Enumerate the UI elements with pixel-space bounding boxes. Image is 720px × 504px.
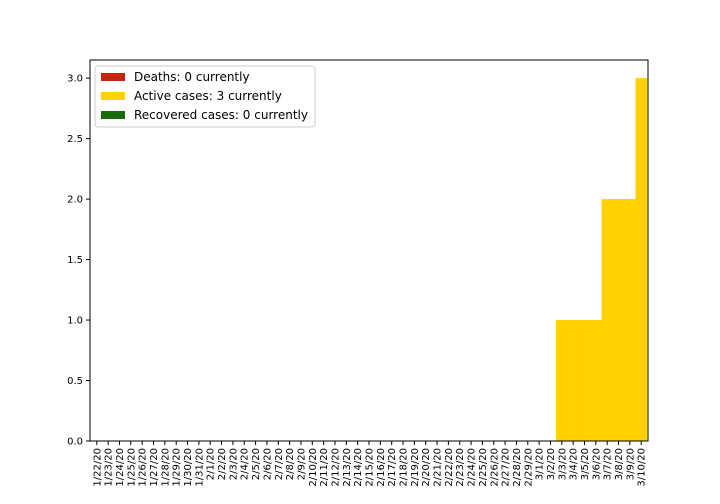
- x-tick-label: 2/13/20: [342, 448, 353, 487]
- x-tick-label: 3/9/20: [625, 448, 636, 480]
- x-tick-label: 2/12/20: [330, 448, 341, 487]
- legend: Deaths: 0 currently Active cases: 3 curre…: [94, 65, 316, 128]
- x-tick-label: 3/10/20: [637, 448, 648, 487]
- x-tick-label: 2/5/20: [251, 448, 262, 480]
- bar-active: [556, 320, 568, 441]
- x-tick-label: 1/24/20: [115, 448, 126, 487]
- x-tick-label: 3/2/20: [546, 448, 557, 480]
- x-tick-label: 1/22/20: [92, 448, 103, 487]
- x-tick-label: 1/23/20: [104, 448, 115, 487]
- x-tick-label: 2/29/20: [523, 448, 534, 487]
- x-tick-label: 2/26/20: [489, 448, 500, 487]
- legend-label: Recovered cases: 0 currently: [134, 108, 308, 122]
- x-tick-label: 2/17/20: [387, 448, 398, 487]
- bar-active: [612, 199, 625, 441]
- x-tick-label: 3/7/20: [603, 448, 614, 480]
- x-tick-label: 1/25/20: [126, 448, 137, 487]
- x-tick-label: 3/8/20: [614, 448, 625, 480]
- y-tick-label: 0.0: [67, 437, 83, 448]
- x-tick-label: 2/3/20: [228, 448, 239, 480]
- x-tick-label: 2/7/20: [274, 448, 285, 480]
- x-tick-label: 2/8/20: [285, 448, 296, 480]
- x-tick-label: 2/6/20: [262, 448, 273, 480]
- y-tick-label: 1.0: [67, 316, 83, 327]
- x-tick-label: 2/21/20: [433, 448, 444, 487]
- x-tick-label: 3/4/20: [569, 448, 580, 480]
- x-tick-label: 2/9/20: [296, 448, 307, 480]
- legend-swatch: [101, 111, 125, 119]
- x-tick-label: 2/15/20: [365, 448, 376, 487]
- x-tick-label: 2/23/20: [455, 448, 466, 487]
- x-tick-label: 2/4/20: [240, 448, 251, 480]
- x-tick-label: 1/26/20: [138, 448, 149, 487]
- legend-swatch: [101, 92, 125, 100]
- legend-label: Deaths: 0 currently: [134, 70, 250, 84]
- x-tick-label: 2/1/20: [206, 448, 217, 480]
- x-tick-label: 1/27/20: [149, 448, 160, 487]
- bars-layer: [556, 78, 648, 441]
- bar-active: [590, 320, 602, 441]
- x-tick-label: 2/14/20: [353, 448, 364, 487]
- y-tick-label: 2.0: [67, 195, 83, 206]
- y-tick-label: 0.5: [67, 376, 83, 387]
- x-tick-label: 2/27/20: [501, 448, 512, 487]
- bar-active: [567, 320, 580, 441]
- y-tick-label: 3.0: [67, 74, 83, 85]
- legend-box: [94, 65, 316, 128]
- bar-active: [578, 320, 591, 441]
- x-tick-label: 1/30/20: [183, 448, 194, 487]
- x-tick-label: 3/5/20: [580, 448, 591, 480]
- legend-label: Active cases: 3 currently: [134, 89, 282, 103]
- x-tick-label: 2/10/20: [308, 448, 319, 487]
- x-tick-label: 2/24/20: [467, 448, 478, 487]
- bar-active: [624, 199, 636, 441]
- y-tick-label: 1.5: [67, 255, 83, 266]
- x-tick-label: 2/19/20: [410, 448, 421, 487]
- x-tick-label: 3/6/20: [591, 448, 602, 480]
- x-tick-label: 2/18/20: [399, 448, 410, 487]
- x-tick-label: 1/28/20: [160, 448, 171, 487]
- x-tick-label: 1/31/20: [194, 448, 205, 487]
- axes-layer: 0.0 0.5 1.0 1.5 2.0 2.5 3.0 1/22/20 1/23/20 1/24/…: [67, 74, 648, 487]
- x-tick-label: 2/16/20: [376, 448, 387, 487]
- bar-active: [601, 199, 614, 441]
- x-tick-label: 2/11/20: [319, 448, 330, 487]
- legend-swatch: [101, 73, 125, 81]
- x-tick-label: 3/3/20: [557, 448, 568, 480]
- x-tick-label: 2/2/20: [217, 448, 228, 480]
- y-tick-label: 2.5: [67, 134, 83, 145]
- x-tick-label: 2/28/20: [512, 448, 523, 487]
- x-tick-label: 2/25/20: [478, 448, 489, 487]
- x-tick-label: 2/20/20: [421, 448, 432, 487]
- plot-frame: [89, 59, 649, 442]
- x-tick-label: 1/29/20: [172, 448, 183, 487]
- bar-active: [635, 78, 648, 441]
- x-tick-label: 2/22/20: [444, 448, 455, 487]
- x-tick-label: 3/1/20: [535, 448, 546, 480]
